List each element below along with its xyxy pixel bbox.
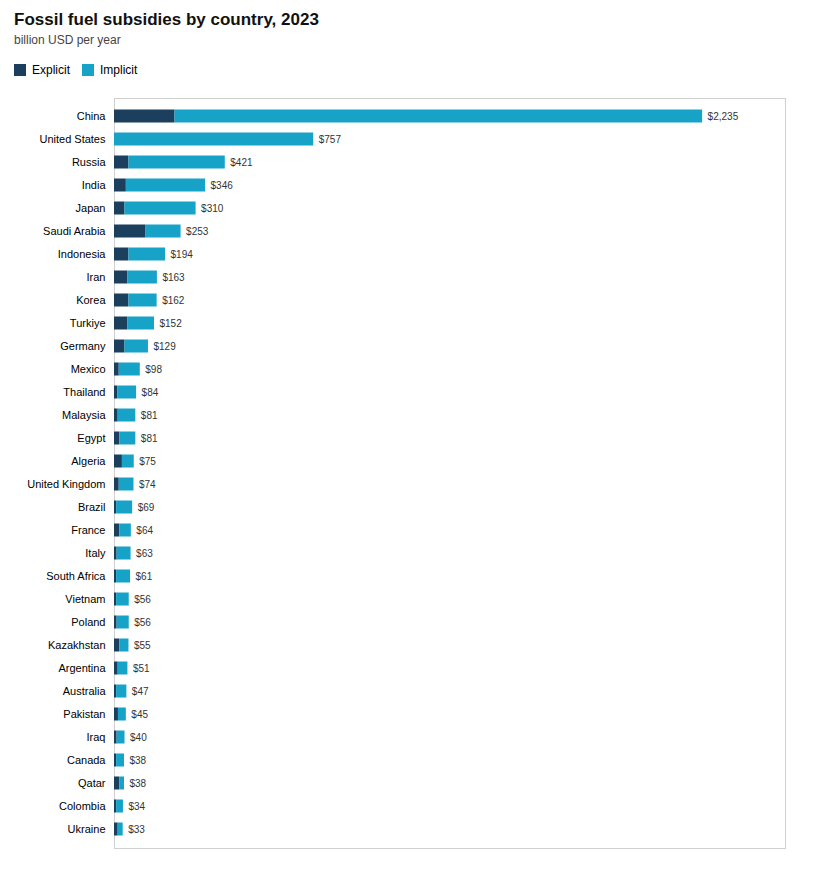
svg-text:United States: United States — [39, 133, 106, 145]
svg-text:$33: $33 — [128, 824, 145, 835]
svg-text:$81: $81 — [141, 433, 158, 444]
svg-text:Vietnam: Vietnam — [65, 593, 105, 605]
svg-text:Malaysia: Malaysia — [62, 409, 106, 421]
svg-text:Italy: Italy — [85, 547, 106, 559]
svg-text:Iran: Iran — [87, 271, 106, 283]
svg-text:Mexico: Mexico — [71, 363, 106, 375]
svg-text:United Kingdom: United Kingdom — [27, 478, 105, 490]
svg-text:$75: $75 — [139, 456, 156, 467]
svg-text:$163: $163 — [162, 272, 185, 283]
svg-text:Algeria: Algeria — [71, 455, 106, 467]
svg-text:$40: $40 — [130, 732, 147, 743]
svg-text:$38: $38 — [129, 755, 146, 766]
svg-text:Thailand: Thailand — [63, 386, 105, 398]
svg-text:$253: $253 — [186, 226, 209, 237]
svg-text:Saudi Arabia: Saudi Arabia — [43, 225, 106, 237]
svg-text:$2,235: $2,235 — [708, 111, 739, 122]
svg-text:$81: $81 — [141, 410, 158, 421]
svg-text:$98: $98 — [145, 364, 162, 375]
svg-text:$310: $310 — [201, 203, 224, 214]
svg-text:$47: $47 — [132, 686, 149, 697]
svg-text:Argentina: Argentina — [58, 662, 106, 674]
svg-text:$346: $346 — [211, 180, 234, 191]
svg-text:$61: $61 — [136, 571, 153, 582]
svg-text:Japan: Japan — [76, 202, 106, 214]
svg-text:Kazakhstan: Kazakhstan — [48, 639, 105, 651]
svg-text:Qatar: Qatar — [78, 777, 106, 789]
svg-text:Poland: Poland — [71, 616, 105, 628]
svg-text:$64: $64 — [136, 525, 153, 536]
svg-text:Ukraine: Ukraine — [68, 823, 106, 835]
svg-text:France: France — [71, 524, 105, 536]
svg-text:Canada: Canada — [67, 754, 106, 766]
svg-text:$421: $421 — [230, 157, 253, 168]
svg-text:Pakistan: Pakistan — [63, 708, 105, 720]
svg-text:China: China — [77, 110, 107, 122]
svg-text:$69: $69 — [138, 502, 155, 513]
svg-text:$56: $56 — [134, 617, 151, 628]
svg-text:$34: $34 — [128, 801, 145, 812]
svg-text:$74: $74 — [139, 479, 156, 490]
svg-text:Germany: Germany — [60, 340, 106, 352]
svg-text:Indonesia: Indonesia — [58, 248, 107, 260]
svg-text:$55: $55 — [134, 640, 151, 651]
svg-text:$194: $194 — [171, 249, 194, 260]
svg-text:South Africa: South Africa — [46, 570, 106, 582]
svg-text:$84: $84 — [142, 387, 159, 398]
svg-text:Russia: Russia — [72, 156, 107, 168]
svg-text:Colombia: Colombia — [59, 800, 106, 812]
svg-text:Egypt: Egypt — [77, 432, 105, 444]
svg-text:Brazil: Brazil — [78, 501, 106, 513]
svg-text:India: India — [82, 179, 107, 191]
svg-text:Korea: Korea — [76, 294, 106, 306]
html-text:Explicit: Explicit — [32, 62, 70, 77]
svg-text:$129: $129 — [153, 341, 176, 352]
html-text:Implicit: Implicit — [100, 62, 138, 77]
svg-text:$757: $757 — [319, 134, 342, 145]
svg-text:$45: $45 — [131, 709, 148, 720]
svg-text:$63: $63 — [136, 548, 153, 559]
svg-text:$38: $38 — [129, 778, 146, 789]
svg-text:$162: $162 — [162, 295, 185, 306]
svg-text:Iraq: Iraq — [87, 731, 106, 743]
svg-text:$56: $56 — [134, 594, 151, 605]
svg-text:$152: $152 — [159, 318, 182, 329]
html-text:billion USD per year: billion USD per year — [14, 33, 121, 47]
svg-text:Turkiye: Turkiye — [70, 317, 106, 329]
svg-text:$51: $51 — [133, 663, 150, 674]
svg-text:Australia: Australia — [63, 685, 107, 697]
html-text:Fossil fuel subsidies by count: Fossil fuel subsidies by country, 2023 — [14, 10, 319, 29]
